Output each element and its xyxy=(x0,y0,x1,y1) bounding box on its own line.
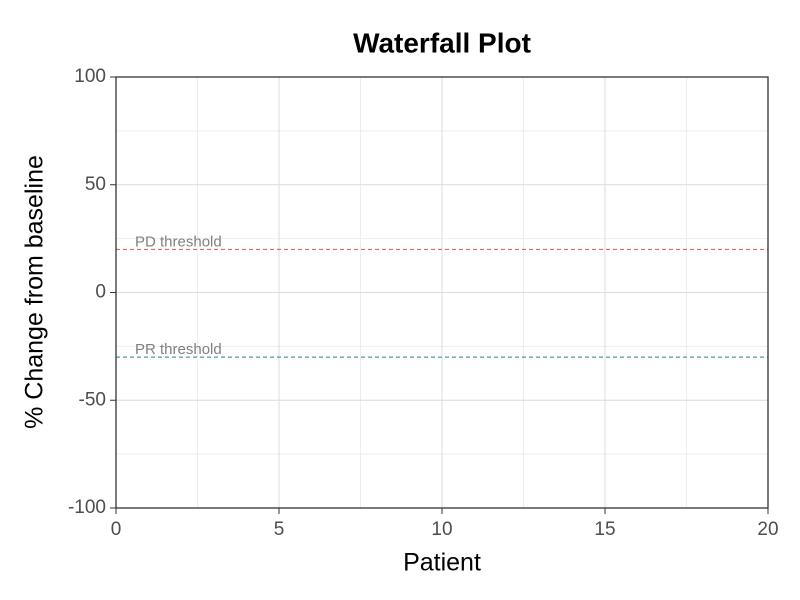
y-tick-label: 0 xyxy=(95,282,106,303)
reference-label: PD threshold xyxy=(135,233,222,250)
y-tick-label: 50 xyxy=(85,174,106,195)
x-tick-label: 20 xyxy=(757,519,778,540)
plot-border xyxy=(115,76,769,509)
y-axis-label: % Change from baseline xyxy=(21,155,49,429)
chart-title: Waterfall Plot xyxy=(353,27,531,58)
x-axis-label: Patient xyxy=(403,549,481,577)
y-tick-label: -50 xyxy=(79,389,106,410)
x-tick-label: 5 xyxy=(274,519,285,540)
x-tick-label: 0 xyxy=(111,519,122,540)
reference-label: PR threshold xyxy=(135,341,222,358)
y-tick-label: -100 xyxy=(68,497,106,518)
x-tick-label: 10 xyxy=(431,519,452,540)
y-tick-label: 100 xyxy=(74,66,106,87)
x-tick-label: 15 xyxy=(594,519,615,540)
